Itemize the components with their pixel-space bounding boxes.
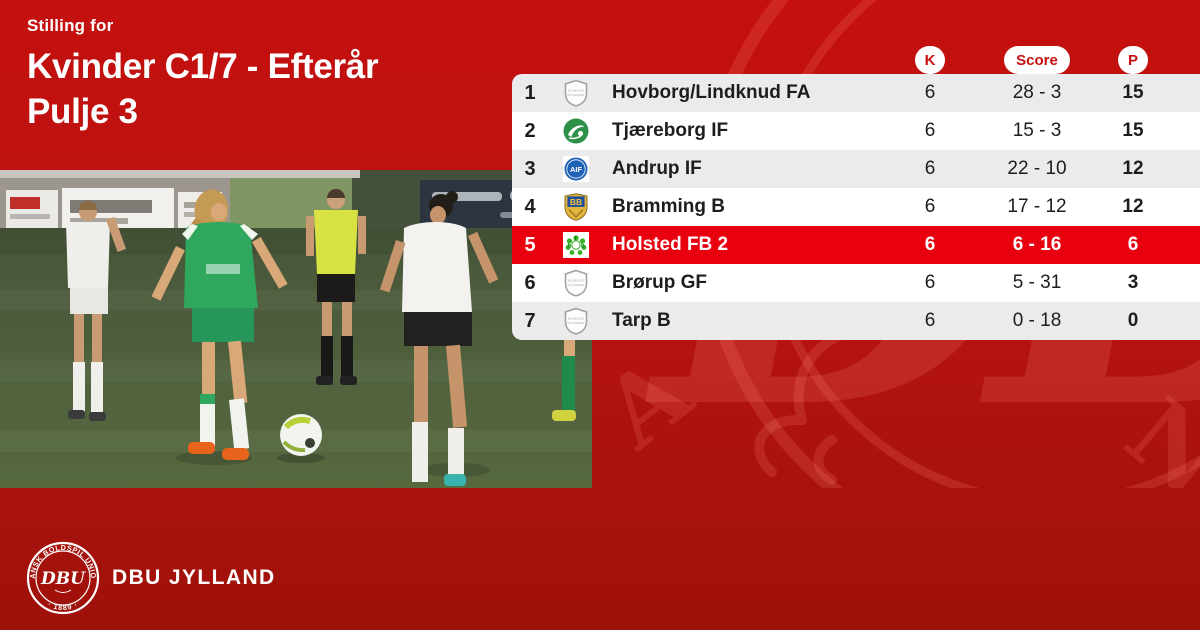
svg-text:KLUBLOGO: KLUBLOGO: [568, 89, 585, 93]
club-name: Hovborg/Lindknud FA: [612, 82, 811, 103]
watermark-ring-letter: N: [1105, 377, 1200, 488]
table-column-badges: K Score P: [512, 46, 1200, 74]
table-row: 3 AIF Andrup IF 6 22 - 10 12: [512, 150, 1200, 188]
score-cell: 28 - 3: [1012, 82, 1062, 103]
standings-table: 1 KLUBLOGO PÅ HOLDET Hovborg/Lindknud FA…: [512, 74, 1200, 340]
header: Stilling for Kvinder C1/7 - Efterår Pulj…: [27, 16, 379, 134]
points-cell: 15: [1122, 82, 1144, 103]
table-row: 7 KLUBLOGO PÅ HOLDET Tarp B 6 0 - 18 0: [512, 302, 1200, 340]
score-cell: 5 - 31: [1012, 272, 1062, 293]
points-cell: 6: [1127, 234, 1139, 255]
table-row: 4 BB Bramming B 6 17 - 12 12: [512, 188, 1200, 226]
matches-cell: 6: [924, 120, 936, 141]
points-cell: 3: [1127, 272, 1139, 293]
page-subtitle: Pulje 3: [27, 92, 138, 131]
score-cell: 6 - 16: [1012, 234, 1062, 255]
club-crest-placeholder: KLUBLOGO PÅ HOLDET: [548, 307, 604, 335]
points-cell: 15: [1122, 120, 1144, 141]
club-crest-tjaereborg: [548, 118, 604, 144]
dbu-roundel-icon: DANSK BOLDSPIL UNION · 1889 · DBU: [23, 534, 100, 615]
svg-text:f: f: [575, 237, 578, 243]
club-crest-andrup: AIF: [548, 156, 604, 182]
club-name: Tjæreborg IF: [612, 120, 729, 141]
white-player-right: [379, 191, 499, 486]
position-cell: 1: [524, 81, 536, 104]
club-name: Holsted FB 2: [612, 234, 729, 255]
score-cell: 0 - 18: [1012, 310, 1062, 331]
svg-text:BB: BB: [570, 197, 582, 207]
tjaereborg-crest-icon: [563, 118, 589, 144]
svg-text:PÅ HOLDET: PÅ HOLDET: [567, 92, 584, 97]
club-name: Tarp B: [612, 310, 671, 331]
position-cell: 7: [524, 309, 536, 332]
matches-cell: 6: [924, 310, 936, 331]
watermark-ring-letter: A: [600, 334, 712, 470]
column-badge-matches: K: [915, 46, 945, 74]
points-cell: 0: [1127, 310, 1139, 331]
column-badge-score: Score: [1004, 46, 1070, 74]
svg-text:KLUBLOGO: KLUBLOGO: [568, 279, 585, 283]
column-badge-points: P: [1118, 46, 1148, 74]
position-cell: 2: [524, 119, 536, 142]
bramming-crest-icon: BB: [564, 193, 588, 221]
brand-name: DBU JYLLAND: [112, 566, 276, 589]
holsted-crest-icon: h f b: [563, 232, 589, 258]
position-cell: 4: [524, 195, 536, 218]
placeholder-shield-icon: KLUBLOGO PÅ HOLDET: [564, 307, 588, 335]
club-crest-placeholder: KLUBLOGO PÅ HOLDET: [548, 79, 604, 107]
watermark-feather: [754, 321, 873, 485]
matches-cell: 6: [924, 196, 936, 217]
club-name: Andrup IF: [612, 158, 702, 179]
svg-text:PÅ HOLDET: PÅ HOLDET: [567, 282, 584, 287]
position-cell: 3: [524, 157, 536, 180]
table-row: 1 KLUBLOGO PÅ HOLDET Hovborg/Lindknud FA…: [512, 74, 1200, 112]
svg-text:· 1889 ·: · 1889 ·: [46, 600, 79, 612]
green-player-main: [151, 189, 288, 465]
position-cell: 5: [524, 233, 536, 256]
points-cell: 12: [1122, 196, 1144, 217]
table-row: 2 Tjæreborg IF 6 15 - 3 15: [512, 112, 1200, 150]
dbu-logo-center: DBU: [40, 569, 86, 589]
matches-cell: 6: [924, 82, 936, 103]
club-crest-bramming: BB: [548, 193, 604, 221]
svg-text:b: b: [581, 244, 585, 250]
matches-cell: 6: [924, 272, 936, 293]
club-crest-placeholder: KLUBLOGO PÅ HOLDET: [548, 269, 604, 297]
score-cell: 17 - 12: [1007, 196, 1067, 217]
eyebrow-label: Stilling for: [27, 16, 114, 35]
matches-cell: 6: [924, 158, 936, 179]
andrup-crest-icon: AIF: [563, 156, 589, 182]
club-name: Bramming B: [612, 196, 725, 217]
position-cell: 6: [524, 271, 536, 294]
svg-text:AIF: AIF: [570, 165, 583, 174]
points-cell: 12: [1122, 158, 1144, 179]
page-title: Kvinder C1/7 - Efterår: [27, 47, 379, 86]
referee-figure: [306, 189, 366, 385]
matches-cell: 6: [924, 234, 936, 255]
dbu-logo-arc-bottom: · 1889 ·: [46, 600, 78, 612]
score-cell: 15 - 3: [1012, 120, 1062, 141]
dbu-logo: DANSK BOLDSPIL UNION · 1889 · DBU: [23, 534, 100, 615]
svg-text:h: h: [568, 244, 572, 250]
table-row: 6 KLUBLOGO PÅ HOLDET Brørup GF 6 5 - 31 …: [512, 264, 1200, 302]
white-player-left: [66, 201, 127, 421]
table-row-highlighted: 5 h f b Holsted FB 2 6 6 - 16 6: [512, 226, 1200, 264]
score-cell: 22 - 10: [1007, 158, 1067, 179]
placeholder-shield-icon: KLUBLOGO PÅ HOLDET: [564, 79, 588, 107]
club-crest-holsted: h f b: [548, 232, 604, 258]
club-name: Brørup GF: [612, 272, 707, 293]
svg-text:KLUBLOGO: KLUBLOGO: [568, 317, 585, 321]
match-photo: [0, 170, 592, 488]
match-photo-art: [0, 170, 592, 488]
svg-text:PÅ HOLDET: PÅ HOLDET: [567, 320, 584, 325]
placeholder-shield-icon: KLUBLOGO PÅ HOLDET: [564, 269, 588, 297]
football: [277, 414, 325, 463]
